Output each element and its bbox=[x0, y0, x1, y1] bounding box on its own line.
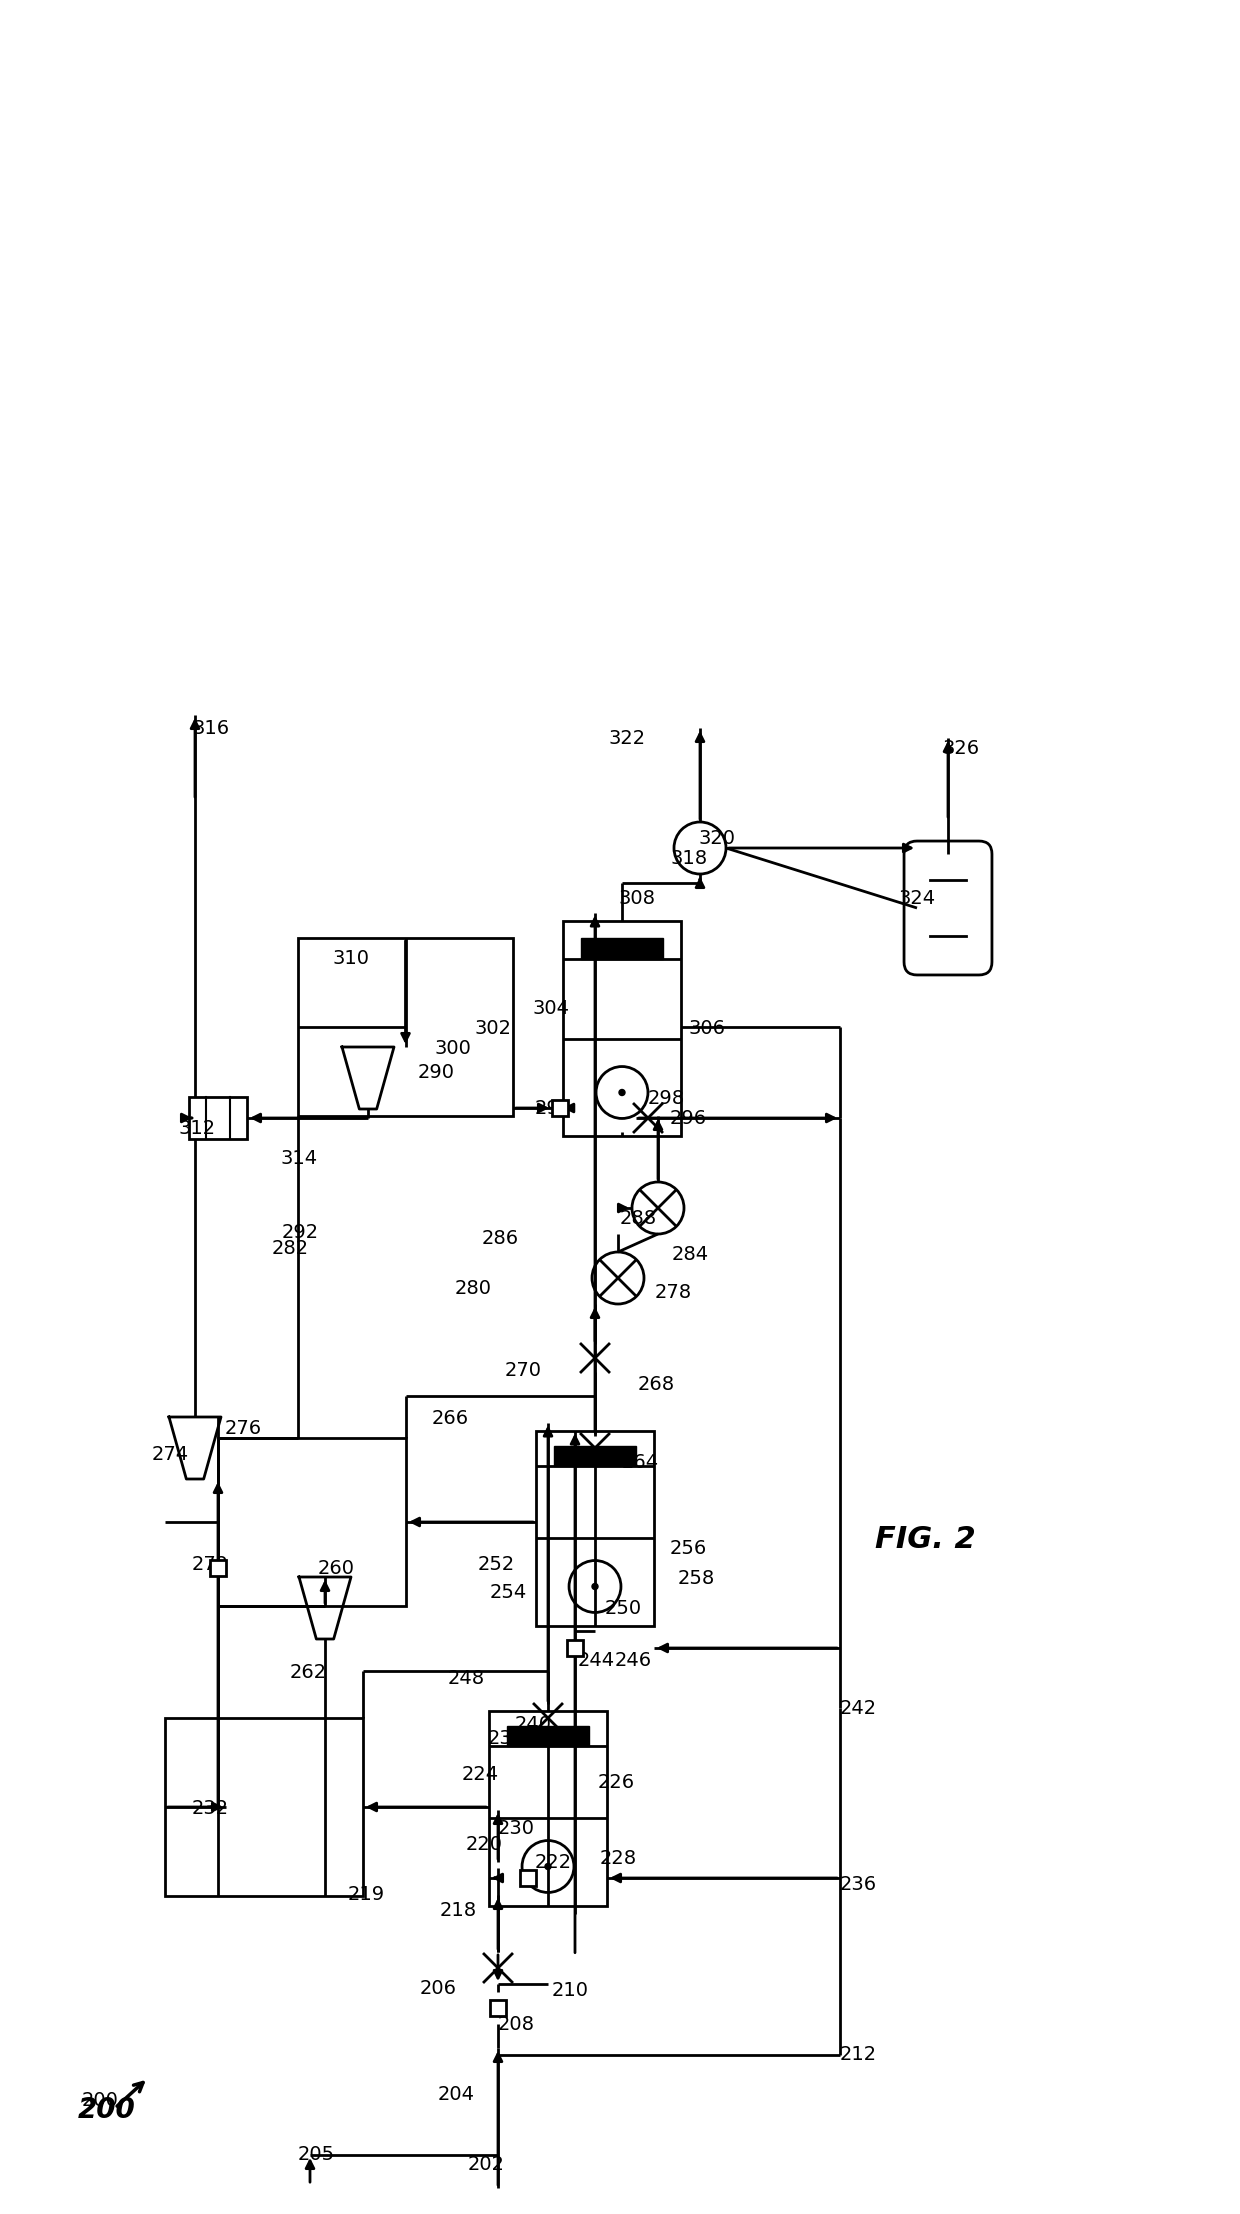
Text: 316: 316 bbox=[192, 720, 229, 737]
Text: 264: 264 bbox=[622, 1452, 660, 1472]
Text: 230: 230 bbox=[498, 1818, 534, 1838]
Text: 200: 200 bbox=[78, 2097, 135, 2123]
Text: 226: 226 bbox=[598, 1773, 635, 1791]
Text: 272: 272 bbox=[192, 1556, 229, 1574]
Text: 222: 222 bbox=[534, 1853, 572, 1871]
Text: 208: 208 bbox=[498, 2015, 534, 2035]
Text: 202: 202 bbox=[467, 2156, 505, 2174]
Bar bbox=[563, 921, 681, 1136]
Text: 212: 212 bbox=[839, 2046, 877, 2063]
Circle shape bbox=[591, 1583, 598, 1590]
Bar bbox=[218, 1439, 405, 1605]
Bar bbox=[490, 1999, 506, 2017]
Text: 304: 304 bbox=[532, 999, 569, 1018]
Bar bbox=[536, 1430, 653, 1625]
Text: 244: 244 bbox=[578, 1649, 615, 1669]
Text: 262: 262 bbox=[290, 1663, 327, 1680]
Text: 300: 300 bbox=[435, 1038, 472, 1058]
Text: 224: 224 bbox=[463, 1765, 500, 1784]
Text: 260: 260 bbox=[317, 1559, 355, 1579]
Text: 219: 219 bbox=[348, 1886, 386, 1904]
Bar bbox=[567, 1641, 583, 1656]
Text: 248: 248 bbox=[448, 1669, 485, 1687]
Text: 298: 298 bbox=[649, 1089, 686, 1107]
Text: 250: 250 bbox=[605, 1599, 642, 1618]
Text: 254: 254 bbox=[490, 1583, 527, 1601]
Bar bbox=[298, 939, 513, 1116]
Text: 238: 238 bbox=[489, 1729, 525, 1747]
Text: 268: 268 bbox=[639, 1375, 675, 1395]
Text: 288: 288 bbox=[620, 1209, 657, 1227]
Text: 312: 312 bbox=[179, 1118, 215, 1138]
Text: 284: 284 bbox=[672, 1246, 709, 1264]
Text: 326: 326 bbox=[942, 739, 980, 757]
Text: 270: 270 bbox=[505, 1359, 542, 1379]
Text: 280: 280 bbox=[455, 1277, 492, 1297]
Bar bbox=[489, 1711, 608, 1906]
Circle shape bbox=[546, 1864, 551, 1869]
Bar bbox=[552, 1100, 568, 1116]
Text: 320: 320 bbox=[698, 828, 735, 848]
Text: 318: 318 bbox=[670, 848, 707, 868]
Text: 206: 206 bbox=[420, 1979, 458, 1997]
Text: 292: 292 bbox=[281, 1222, 319, 1242]
Bar bbox=[580, 939, 663, 959]
Text: 274: 274 bbox=[153, 1446, 190, 1463]
Bar bbox=[188, 1096, 247, 1138]
Text: 242: 242 bbox=[839, 1698, 877, 1718]
Text: 308: 308 bbox=[618, 888, 655, 908]
Text: 314: 314 bbox=[280, 1149, 317, 1167]
Text: 296: 296 bbox=[670, 1109, 707, 1127]
Text: 276: 276 bbox=[224, 1419, 262, 1437]
Text: 294: 294 bbox=[534, 1098, 572, 1118]
Text: 210: 210 bbox=[552, 1982, 589, 1999]
Text: 200: 200 bbox=[82, 2090, 119, 2110]
Bar bbox=[507, 1727, 589, 1745]
Text: 282: 282 bbox=[272, 1238, 309, 1258]
Bar bbox=[210, 1561, 226, 1576]
Text: 240: 240 bbox=[515, 1716, 552, 1734]
Text: 266: 266 bbox=[432, 1408, 469, 1428]
Text: 324: 324 bbox=[898, 888, 935, 908]
Text: 218: 218 bbox=[440, 1900, 477, 1920]
Text: FIG. 2: FIG. 2 bbox=[875, 1525, 976, 1554]
Text: 278: 278 bbox=[655, 1282, 692, 1302]
Text: 228: 228 bbox=[600, 1849, 637, 1866]
Text: 256: 256 bbox=[670, 1539, 707, 1556]
Text: 236: 236 bbox=[839, 1875, 877, 1895]
Text: 310: 310 bbox=[332, 948, 370, 968]
Text: 306: 306 bbox=[688, 1018, 725, 1038]
Text: 322: 322 bbox=[608, 728, 645, 748]
FancyBboxPatch shape bbox=[904, 841, 992, 974]
Text: 252: 252 bbox=[477, 1556, 516, 1574]
Text: 205: 205 bbox=[298, 2145, 335, 2165]
Bar bbox=[520, 1871, 536, 1886]
Text: 232: 232 bbox=[192, 1798, 229, 1818]
Text: 290: 290 bbox=[418, 1063, 455, 1080]
Text: 204: 204 bbox=[438, 2086, 475, 2106]
Bar bbox=[165, 1718, 363, 1895]
Text: 258: 258 bbox=[678, 1568, 715, 1587]
Text: 302: 302 bbox=[475, 1018, 512, 1038]
Bar bbox=[554, 1446, 636, 1466]
Text: 286: 286 bbox=[482, 1229, 520, 1246]
Text: 246: 246 bbox=[615, 1649, 652, 1669]
Text: 220: 220 bbox=[466, 1835, 503, 1855]
Circle shape bbox=[619, 1089, 625, 1096]
